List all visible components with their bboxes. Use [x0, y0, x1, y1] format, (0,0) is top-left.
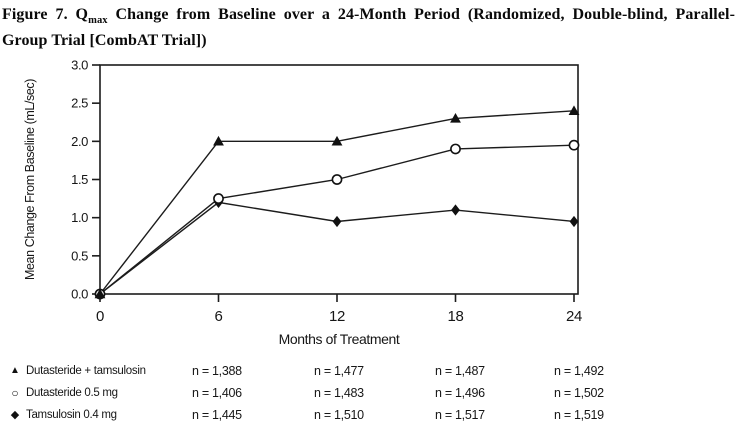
- svg-text:0: 0: [96, 308, 104, 325]
- qmax-subscript: max: [88, 15, 108, 27]
- legend-series-label: Dutasteride + tamsulosin: [26, 365, 146, 377]
- diamond-filled-icon: ◆: [10, 409, 20, 421]
- legend-row-dutasteride: ○ Dutasteride 0.5 mg n = 1,406 n = 1,483…: [0, 385, 737, 405]
- n-count: n = 1,519: [554, 408, 604, 422]
- svg-text:12: 12: [329, 308, 345, 325]
- figure-caption: Figure 7. Qmax Change from Baseline over…: [2, 2, 735, 54]
- svg-text:6: 6: [215, 308, 223, 325]
- n-count: n = 1,502: [554, 386, 604, 400]
- svg-text:Months of Treatment: Months of Treatment: [279, 331, 400, 347]
- n-count: n = 1,487: [435, 364, 485, 378]
- svg-text:0.5: 0.5: [71, 248, 88, 263]
- svg-text:18: 18: [448, 308, 464, 325]
- n-count: n = 1,517: [435, 408, 485, 422]
- figure-caption-start: Figure 7. Q: [2, 6, 89, 23]
- svg-text:3.0: 3.0: [71, 58, 88, 73]
- svg-text:24: 24: [566, 308, 582, 325]
- circle-open-icon: ○: [11, 386, 19, 400]
- legend-row-tamsulosin: ◆ Tamsulosin 0.4 mg n = 1,445 n = 1,510 …: [0, 407, 737, 427]
- chart-canvas: 0.0 0.5 1.0 1.5 2.0 2.5 3.0 0 6 12 18 24 Months of T…: [23, 58, 582, 348]
- legend-series-label: Dutasteride 0.5 mg: [26, 387, 118, 399]
- n-count: n = 1,483: [314, 386, 364, 400]
- triangle-filled-icon: ▲: [10, 365, 20, 376]
- n-count: n = 1,388: [192, 364, 242, 378]
- n-count: n = 1,406: [192, 386, 242, 400]
- svg-text:1.0: 1.0: [71, 210, 88, 225]
- n-count: n = 1,510: [314, 408, 364, 422]
- qmax-line-chart: 0.0 0.5 1.0 1.5 2.0 2.5 3.0 0 6 12 18 24 Months of T…: [0, 57, 737, 355]
- svg-text:1.5: 1.5: [71, 172, 88, 187]
- legend-table: ▲ Dutasteride + tamsulosin n = 1,388 n =…: [0, 363, 737, 429]
- svg-text:0.0: 0.0: [71, 287, 88, 302]
- n-count: n = 1,477: [314, 364, 364, 378]
- n-count: n = 1,492: [554, 364, 604, 378]
- legend-series-label: Tamsulosin 0.4 mg: [26, 409, 117, 421]
- svg-text:2.0: 2.0: [71, 134, 88, 149]
- svg-text:2.5: 2.5: [71, 96, 88, 111]
- n-count: n = 1,496: [435, 386, 485, 400]
- svg-text:Mean Change From Baseline (mL/: Mean Change From Baseline (mL/sec): [23, 79, 37, 280]
- n-count: n = 1,445: [192, 408, 242, 422]
- legend-row-dutasteride-tamsulosin: ▲ Dutasteride + tamsulosin n = 1,388 n =…: [0, 363, 737, 383]
- figure-caption-rest: Change from Baseline over a 24-Month Per…: [2, 6, 735, 49]
